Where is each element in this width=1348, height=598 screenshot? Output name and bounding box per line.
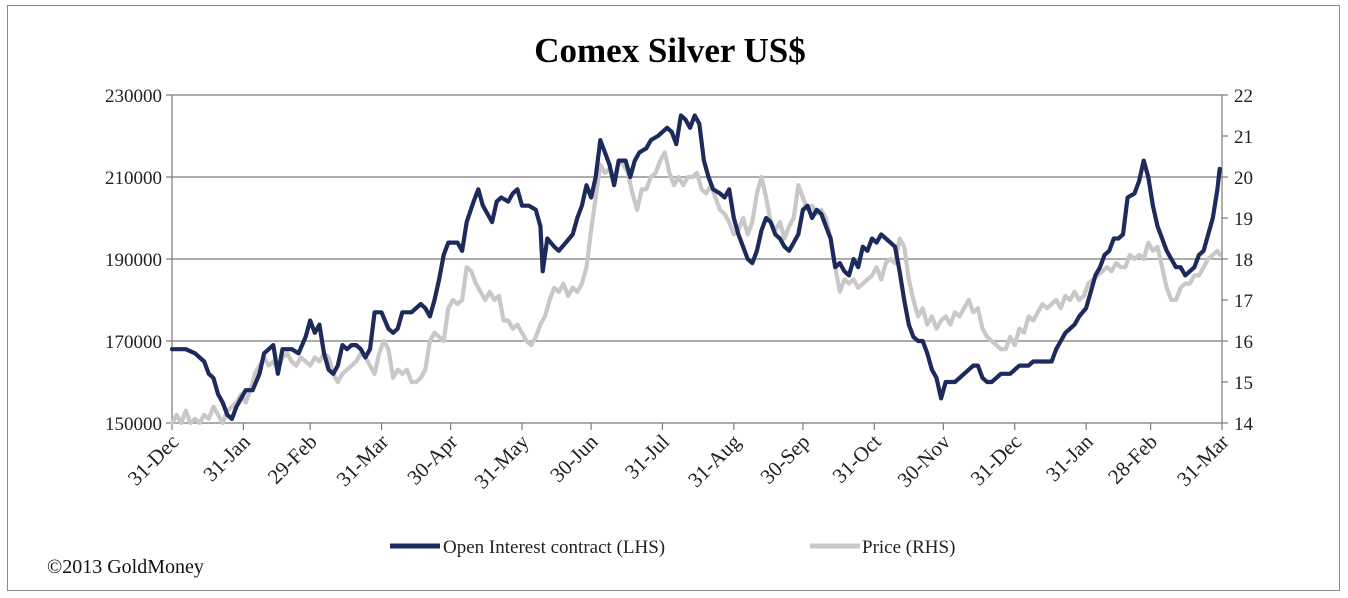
axes: 150000 170000 190000 210000 230000 14 15 16 17 18… bbox=[105, 86, 1254, 494]
x-tick-label: 31-Jul bbox=[620, 429, 674, 483]
legend: Open Interest contract (LHS) Price (RHS) bbox=[390, 537, 955, 558]
x-tick-label: 30-Apr bbox=[402, 430, 462, 490]
x-tick-label: 30-Jun bbox=[545, 429, 603, 487]
chart-frame bbox=[7, 5, 1340, 591]
x-tick-label: 31-Oct bbox=[828, 429, 886, 487]
series-line-price bbox=[169, 150, 1222, 426]
x-tick-label: 31-May bbox=[470, 429, 534, 493]
legend-label-open-interest: Open Interest contract (LHS) bbox=[443, 537, 665, 558]
y-right-tick-label: 16 bbox=[1234, 332, 1253, 353]
y-right-tick-label: 14 bbox=[1234, 414, 1254, 435]
x-tick-label: 31-Aug bbox=[683, 429, 746, 492]
y-right-tick-label: 15 bbox=[1234, 373, 1253, 394]
y-right-tick-label: 19 bbox=[1234, 209, 1253, 230]
legend-label-price: Price (RHS) bbox=[862, 537, 955, 558]
x-tick-label: 31-Mar bbox=[332, 430, 394, 492]
y-left-tick-label: 230000 bbox=[105, 86, 162, 107]
y-left-tick-label: 190000 bbox=[105, 250, 162, 271]
y-left-tick-label: 210000 bbox=[105, 168, 162, 189]
series-line-open-interest bbox=[169, 113, 1222, 421]
x-tick-label: 29-Feb bbox=[263, 430, 322, 489]
grid-lines bbox=[172, 94, 1222, 424]
series-lines bbox=[169, 113, 1222, 426]
copyright-text: ©2013 GoldMoney bbox=[47, 556, 204, 578]
y-left-tick-label: 150000 bbox=[105, 414, 162, 435]
chart-title: Comex Silver US$ bbox=[534, 31, 806, 70]
y-right-tick-label: 18 bbox=[1234, 250, 1253, 271]
x-tick-label: 31-Jan bbox=[1041, 429, 1098, 486]
y-right-tick-label: 22 bbox=[1234, 86, 1253, 107]
x-tick-label: 31-Mar bbox=[1172, 430, 1234, 492]
x-tick-label: 31-Dec bbox=[123, 430, 184, 491]
x-tick-label: 30-Sep bbox=[755, 430, 814, 489]
x-tick-label: 30-Nov bbox=[893, 429, 956, 492]
y-left-tick-label: 170000 bbox=[105, 332, 162, 353]
y-right-tick-label: 20 bbox=[1234, 168, 1253, 189]
y-right-tick-label: 17 bbox=[1234, 291, 1253, 312]
y-right-tick-label: 21 bbox=[1234, 127, 1253, 148]
x-tick-label: 31-Jan bbox=[198, 429, 255, 486]
x-tick-label: 28-Feb bbox=[1103, 430, 1162, 489]
x-tick-label: 31-Dec bbox=[966, 430, 1027, 491]
